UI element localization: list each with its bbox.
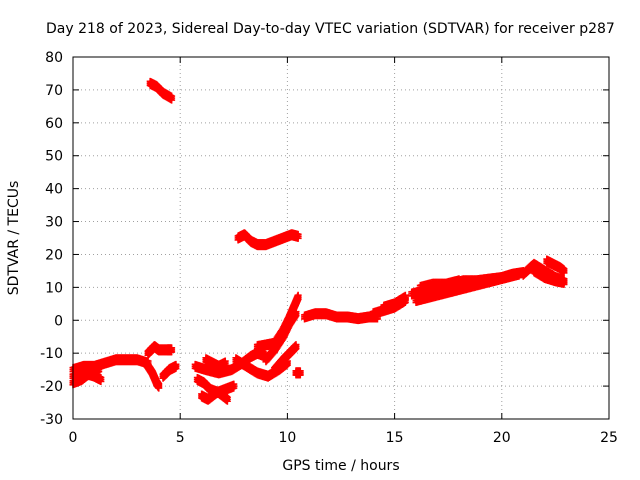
data-point [292,345,300,353]
plot-frame [72,56,610,420]
series-track-14 [262,308,300,366]
grid [73,57,609,419]
data-point [401,295,409,303]
data-point [294,234,302,242]
y-tick-label: 50 [45,149,63,165]
x-tick-label: 20 [493,430,511,446]
x-tick-label: 25 [600,430,618,446]
series-track-7 [146,77,176,104]
x-tick-label: 0 [69,430,78,446]
data-point [283,361,291,369]
y-tick-label: 70 [45,83,63,99]
series-track-10 [198,380,238,405]
data-point [172,364,180,372]
series-track-20 [380,291,409,313]
data-point [230,384,238,392]
series-track-3 [69,367,105,386]
data-point [296,371,304,379]
x-tick-label: 10 [278,430,296,446]
data-point [292,312,300,320]
series-track-5 [142,357,163,392]
series-track-26 [543,255,568,277]
series-track-4 [144,341,176,359]
x-tick-label: 5 [176,430,185,446]
data-points [69,77,568,405]
x-axis-ticks: 0 5 10 15 20 25 [69,57,618,446]
series-track-25 [530,265,568,288]
data-point [560,280,568,288]
series-track-18 [301,308,381,325]
series-track-17 [234,229,302,251]
data-point [294,295,302,303]
y-tick-label: 60 [45,116,63,132]
series-track-6 [159,360,180,382]
chart-title: Day 218 of 2023, Sidereal Day-to-day VTE… [46,21,615,37]
data-point [223,397,231,405]
x-axis-label: GPS time / hours [282,458,399,474]
series-track-15 [271,341,300,376]
data-point [168,348,176,356]
y-axis-ticks: -30 -20 -10 0 10 20 30 40 50 60 70 80 [40,50,609,428]
y-tick-label: 20 [45,247,63,263]
y-tick-label: -20 [40,379,63,395]
y-tick-label: 0 [54,313,63,329]
y-tick-label: 80 [45,50,63,66]
y-tick-label: -30 [40,412,63,428]
data-point [168,96,176,104]
y-axis-label: SDTVAR / TECUs [6,181,22,296]
series-track-16 [292,367,304,379]
series-track-23 [416,275,463,293]
series-track-22 [412,268,523,307]
data-point [155,384,163,392]
data-point [560,269,568,277]
series-track-11 [202,354,229,372]
data-point [221,361,229,369]
y-tick-label: 30 [45,215,63,231]
y-tick-label: 10 [45,280,63,296]
data-point [455,279,463,287]
y-tick-label: 40 [45,182,63,198]
y-tick-label: -10 [40,346,63,362]
x-tick-label: 15 [386,430,404,446]
data-point [97,378,105,386]
series-track-13 [253,291,302,353]
